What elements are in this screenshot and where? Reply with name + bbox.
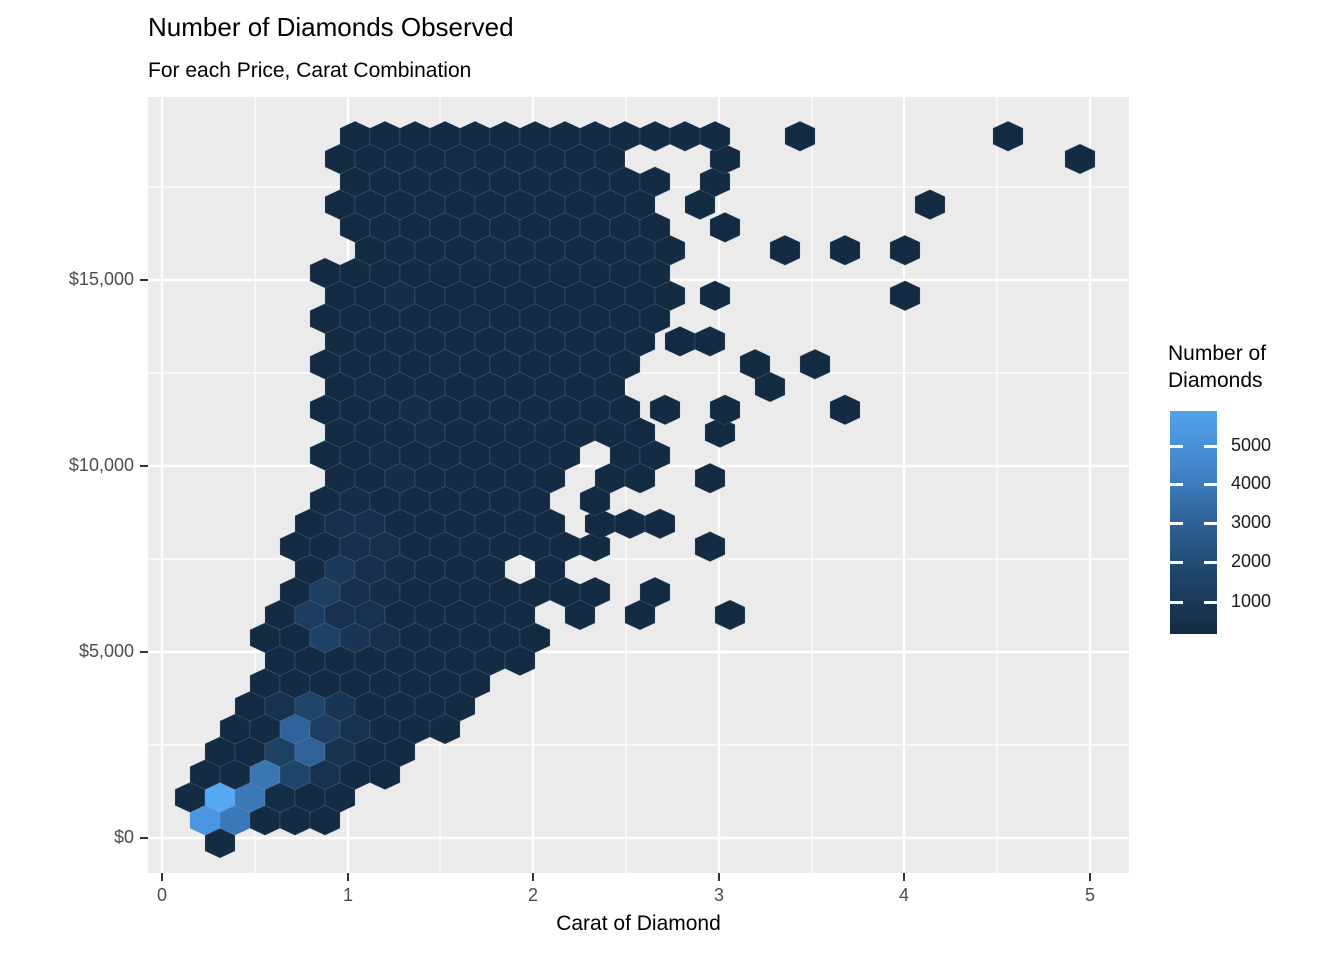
hex-cell [784, 120, 816, 152]
hex-cell [889, 234, 921, 266]
legend-tick-label: 1000 [1231, 591, 1272, 611]
hex-cell [664, 326, 696, 357]
x-axis-tick-mark [718, 873, 720, 881]
x-axis-tick-label: 0 [156, 885, 167, 905]
hex-cell [709, 212, 741, 243]
hex-cell [579, 576, 611, 608]
x-axis-tick-label: 5 [1084, 885, 1095, 905]
hex-cell [739, 348, 771, 380]
hex-cell [704, 417, 736, 448]
y-axis-tick-label: $15,000 [68, 269, 134, 289]
y-axis-tick-mark [140, 465, 148, 467]
hex-cell [639, 120, 671, 152]
hex-cell [699, 120, 731, 152]
hex-cell [649, 394, 681, 426]
x-axis-title: Carat of Diamond [556, 912, 721, 935]
hex-cell [769, 234, 801, 266]
y-axis-tick-mark [140, 651, 148, 653]
hex-cell [709, 394, 741, 426]
chart-title: Number of Diamonds Observed [148, 12, 514, 42]
hex-cell [699, 280, 731, 312]
hex-cell [699, 166, 731, 198]
x-axis-tick-label: 4 [898, 885, 909, 905]
hex-cell [992, 120, 1024, 152]
y-axis-tick-label: $0 [113, 827, 134, 847]
hex-cell [694, 531, 726, 562]
legend-tick-mark [1204, 601, 1217, 604]
legend-tick-mark [1204, 445, 1217, 448]
hex-cell [669, 120, 701, 152]
y-axis-tick-mark [140, 279, 148, 281]
legend-tick-mark [1170, 445, 1183, 448]
x-axis-tick-label: 1 [342, 885, 353, 905]
x-axis-tick-mark [161, 873, 163, 881]
x-axis-tick-mark [903, 873, 905, 881]
x-axis-tick-label: 2 [527, 885, 538, 905]
x-axis-tick-mark [1089, 873, 1091, 881]
legend-tick-mark [1170, 522, 1183, 525]
hexbin-layer [148, 97, 1129, 873]
hex-cell [829, 394, 861, 426]
legend-tick-label: 2000 [1231, 551, 1272, 571]
hex-cell [914, 189, 946, 220]
legend-tick-mark [1170, 601, 1183, 604]
plot-panel [148, 97, 1129, 873]
hex-cell [714, 599, 746, 631]
legend-tick-mark [1170, 561, 1183, 564]
hex-cell [709, 143, 741, 175]
hex-cell [694, 326, 726, 357]
legend-tick-mark [1204, 483, 1217, 486]
hex-cell [579, 531, 611, 562]
hex-cell [644, 508, 676, 540]
legend-tick-mark [1204, 561, 1217, 564]
legend-title: Number of Diamonds [1168, 342, 1267, 392]
chart-subtitle: For each Price, Carat Combination [148, 59, 472, 82]
y-axis-tick-mark [140, 837, 148, 839]
hex-cell [799, 348, 831, 380]
hex-cell [829, 234, 861, 266]
hex-cell [639, 576, 671, 608]
x-axis-tick-label: 3 [713, 885, 724, 905]
legend-tick-mark [1170, 483, 1183, 486]
hex-cell [639, 166, 671, 198]
legend-tick-label: 3000 [1231, 512, 1272, 532]
x-axis-tick-mark [532, 873, 534, 881]
y-axis-tick-label: $10,000 [68, 455, 134, 475]
hex-cell [694, 462, 726, 494]
hex-cell [1064, 143, 1096, 175]
hex-cell [889, 280, 921, 312]
y-axis-tick-label: $5,000 [78, 641, 134, 661]
x-axis-tick-mark [347, 873, 349, 881]
legend-tick-label: 4000 [1231, 473, 1272, 493]
legend-tick-label: 5000 [1231, 435, 1272, 455]
legend-tick-mark [1204, 522, 1217, 525]
hex-cell [614, 508, 646, 540]
